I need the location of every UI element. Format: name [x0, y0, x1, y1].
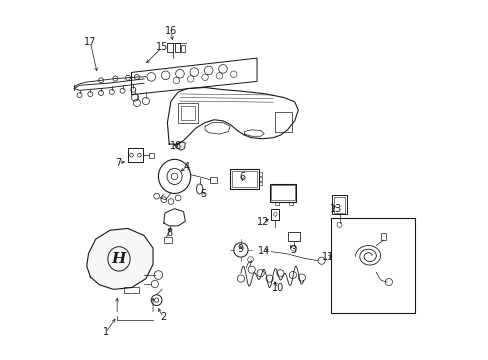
- Bar: [271, 185, 294, 200]
- Text: 18: 18: [170, 141, 182, 151]
- Polygon shape: [174, 142, 185, 150]
- Bar: [380, 233, 386, 240]
- Bar: [178, 103, 198, 123]
- Text: 10: 10: [271, 283, 284, 293]
- Bar: [289, 202, 292, 205]
- Text: H: H: [112, 252, 126, 266]
- Text: 13: 13: [329, 204, 341, 214]
- Bar: [258, 172, 262, 176]
- Text: 17: 17: [84, 37, 96, 47]
- Bar: [230, 169, 258, 189]
- Bar: [210, 177, 217, 183]
- Text: 4: 4: [183, 162, 190, 172]
- Text: 11: 11: [321, 252, 333, 262]
- Text: 15: 15: [156, 42, 168, 52]
- Text: 16: 16: [165, 26, 177, 36]
- Bar: [269, 184, 296, 202]
- Bar: [181, 45, 185, 52]
- Bar: [167, 43, 172, 52]
- Bar: [258, 177, 262, 181]
- Bar: [174, 43, 180, 52]
- Bar: [333, 197, 345, 213]
- Text: 8: 8: [166, 228, 173, 238]
- Bar: [180, 106, 195, 120]
- Bar: [148, 153, 153, 158]
- Bar: [128, 148, 142, 162]
- Polygon shape: [86, 228, 153, 289]
- Bar: [124, 287, 139, 293]
- Bar: [274, 112, 292, 132]
- Text: 12: 12: [257, 217, 269, 227]
- Bar: [231, 171, 257, 187]
- Bar: [163, 237, 171, 243]
- Bar: [258, 182, 262, 185]
- Text: 14: 14: [257, 246, 269, 256]
- Text: 1: 1: [102, 327, 108, 337]
- Bar: [287, 232, 300, 241]
- Text: 6: 6: [239, 172, 244, 183]
- Bar: [274, 202, 278, 205]
- Text: 3: 3: [289, 245, 296, 255]
- Text: 7: 7: [115, 158, 121, 168]
- Bar: [271, 209, 279, 220]
- Text: 9: 9: [237, 244, 244, 254]
- Bar: [330, 218, 414, 313]
- Text: 5: 5: [200, 189, 206, 199]
- Bar: [332, 195, 346, 214]
- Text: 2: 2: [160, 312, 166, 322]
